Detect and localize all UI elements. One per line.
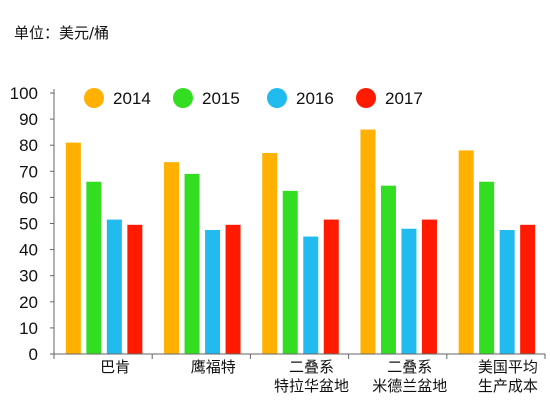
- x-category-label: 特拉华盆地: [274, 377, 349, 395]
- x-category-label: 生产成本: [478, 377, 538, 395]
- y-axis: 0 10 20 30 40 50 60 70 80 90 100: [10, 84, 55, 364]
- y-tick-label: 0: [29, 345, 38, 364]
- y-tick-label: 90: [19, 110, 38, 129]
- x-category-label: 鹰福特: [191, 358, 236, 376]
- bar-2015-3: [282, 190, 298, 354]
- bar-2016-4: [401, 228, 417, 354]
- bar-2016-5: [499, 230, 515, 354]
- legend: 2014 2015 2016 2017: [84, 88, 423, 108]
- legend-marker-2015: [173, 88, 193, 108]
- y-tick-label: 100: [10, 84, 38, 103]
- bar-2017-2: [225, 224, 241, 354]
- bar-2014-4: [360, 129, 376, 354]
- bar-2016-1: [106, 219, 122, 354]
- bar-2017-5: [520, 224, 536, 354]
- y-tick-label: 10: [19, 319, 38, 338]
- x-category-label: 二叠系: [289, 358, 334, 376]
- bars: [65, 129, 536, 354]
- legend-label-2017: 2017: [385, 89, 423, 108]
- y-tick-label: 60: [19, 188, 38, 207]
- y-tick-label: 20: [19, 293, 38, 312]
- x-category-label: 米德兰盆地: [372, 377, 447, 395]
- x-category-label: 二叠系: [387, 358, 432, 376]
- bar-2017-4: [421, 219, 437, 354]
- bar-2015-4: [380, 185, 396, 354]
- legend-marker-2014: [84, 88, 104, 108]
- bar-2016-3: [303, 236, 319, 354]
- y-tick-label: 50: [19, 215, 38, 234]
- bar-2015-1: [86, 181, 102, 354]
- bar-2016-2: [205, 230, 221, 354]
- legend-label-2014: 2014: [113, 89, 151, 108]
- legend-label-2015: 2015: [202, 89, 240, 108]
- bar-2015-5: [479, 181, 495, 354]
- y-tick-label: 40: [19, 241, 38, 260]
- y-tick-label: 30: [19, 267, 38, 286]
- x-category-label: 美国平均: [478, 358, 538, 376]
- legend-marker-2016: [267, 88, 287, 108]
- bar-2015-2: [184, 173, 200, 354]
- legend-marker-2017: [356, 88, 376, 108]
- bar-2014-5: [458, 150, 474, 354]
- y-tick-label: 70: [19, 162, 38, 181]
- bar-2017-1: [127, 224, 143, 354]
- legend-label-2016: 2016: [296, 89, 334, 108]
- bar-2014-2: [164, 162, 180, 354]
- y-tick-label: 80: [19, 136, 38, 155]
- bar-2017-3: [323, 219, 339, 354]
- unit-label: 单位：美元/桶: [14, 24, 110, 42]
- x-category-label: 巴肯: [100, 358, 130, 376]
- bar-2014-3: [262, 153, 278, 354]
- bar-2014-1: [65, 142, 81, 354]
